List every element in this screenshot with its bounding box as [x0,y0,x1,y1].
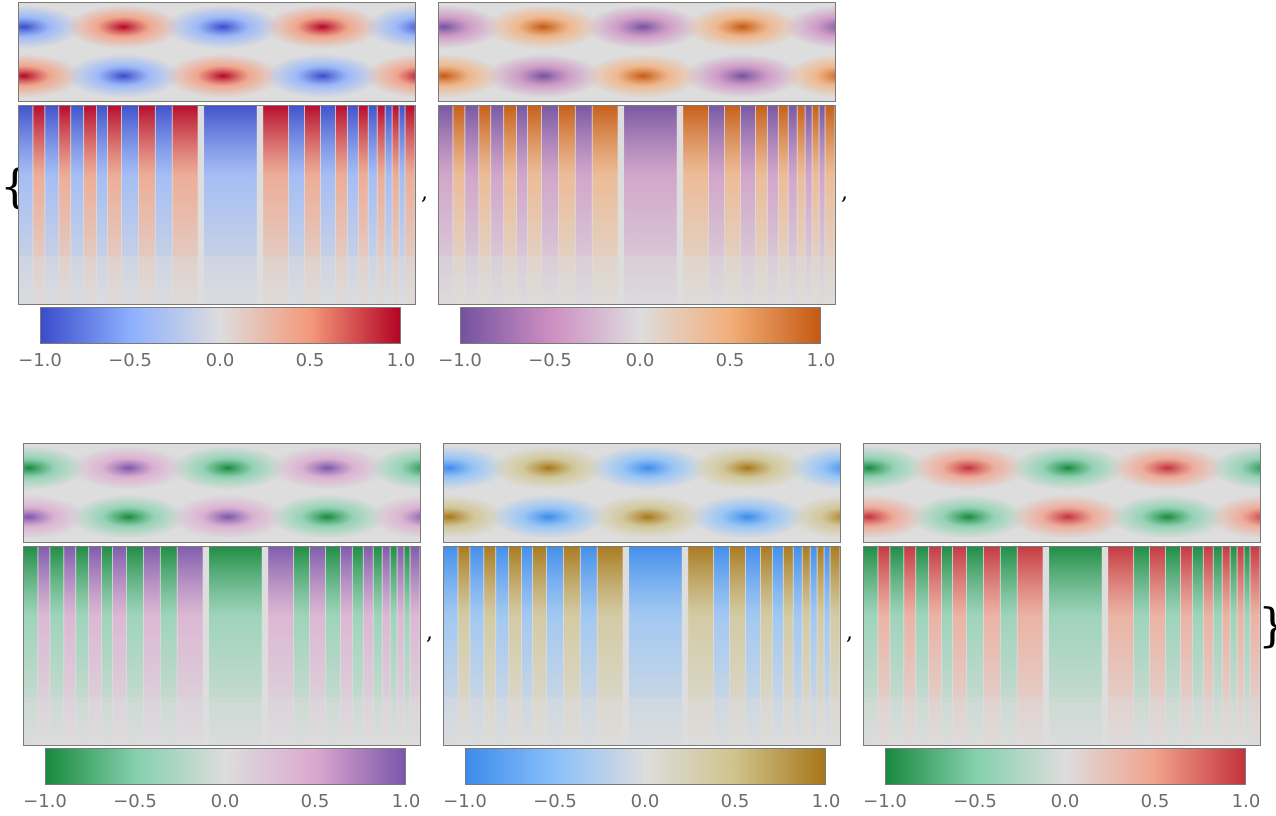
tick-label: 1.0 [811,791,841,812]
tick-label: −1.0 [443,791,487,812]
tick-label: −1.0 [23,791,67,812]
tick-label: −1.0 [18,350,62,371]
colorbar [465,748,826,785]
tick-label: −1.0 [863,791,907,812]
separator-comma: , [841,180,848,205]
tick-label: −0.5 [108,350,152,371]
top-plot [438,2,836,102]
separator-comma: , [426,620,433,645]
tick-label: 0.5 [300,791,330,812]
tick-label: 0.0 [630,791,660,812]
top-plot [443,443,841,543]
separator-comma: , [846,620,853,645]
panel-1: −1.0 −0.5 0.0 0.5 1.0 [18,2,416,382]
bottom-plot [18,105,416,305]
panel-4: −1.0 −0.5 0.0 0.5 1.0 [443,443,841,815]
colorbar [460,307,821,344]
tick-label: 0.5 [1140,791,1170,812]
tick-label: −0.5 [953,791,997,812]
tick-label: 0.0 [1050,791,1080,812]
tick-label: 0.5 [715,350,745,371]
tick-label: 0.0 [210,791,240,812]
panel-5: −1.0 −0.5 0.0 0.5 1.0 [863,443,1261,815]
colorbar [40,307,401,344]
tick-label: −0.5 [528,350,572,371]
tick-label: 1.0 [386,350,416,371]
tick-label: 1.0 [1231,791,1261,812]
top-plot [18,2,416,102]
panel-2: −1.0 −0.5 0.0 0.5 1.0 [438,2,836,382]
separator-comma: , [421,180,428,205]
tick-label: 0.0 [625,350,655,371]
top-plot [23,443,421,543]
tick-label: 0.0 [205,350,235,371]
bottom-plot [23,546,421,746]
tick-label: 1.0 [806,350,836,371]
top-plot [863,443,1261,543]
bottom-plot [443,546,841,746]
tick-label: −1.0 [438,350,482,371]
bottom-plot [863,546,1261,746]
tick-label: −0.5 [113,791,157,812]
tick-label: 1.0 [391,791,421,812]
colorbar [885,748,1246,785]
close-brace: } [1258,602,1276,648]
tick-label: 0.5 [720,791,750,812]
tick-label: 0.5 [295,350,325,371]
tick-label: −0.5 [533,791,577,812]
colorbar [45,748,406,785]
panel-3: −1.0 −0.5 0.0 0.5 1.0 [23,443,421,815]
bottom-plot [438,105,836,305]
